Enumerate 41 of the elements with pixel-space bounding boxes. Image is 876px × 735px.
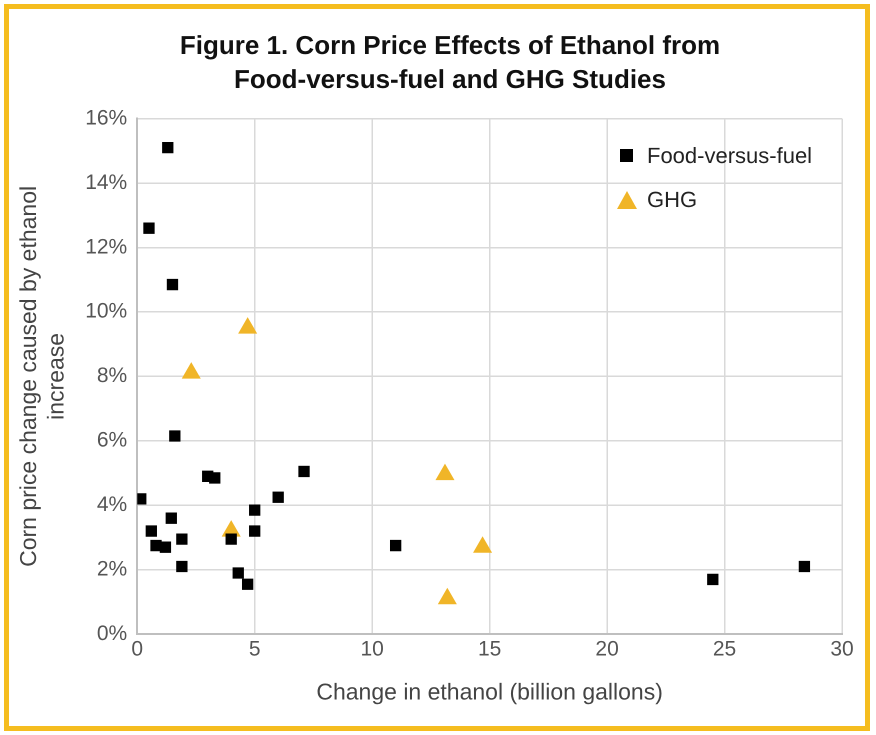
point: [390, 540, 402, 552]
point: [298, 466, 310, 478]
x-tick-label: 15: [478, 638, 502, 661]
point: [176, 560, 188, 572]
point: [146, 525, 157, 537]
point: [143, 222, 155, 234]
y-tick-label: 14%: [85, 170, 128, 194]
point: [232, 567, 244, 579]
x-tick-label: 30: [830, 638, 854, 661]
point: [176, 533, 188, 545]
point: [272, 492, 284, 503]
point: [249, 504, 260, 516]
chart-title: Figure 1. Corn Price Effects of Ethanol from Food-versus-fuel and GHG Studies: [178, 29, 722, 96]
x-tick-label: 25: [712, 638, 736, 661]
point: [169, 430, 180, 442]
point: [249, 525, 260, 537]
y-tick-label: 2%: [96, 558, 128, 581]
point: [166, 278, 178, 290]
point: [226, 533, 237, 545]
y-tick-label: 8%: [96, 364, 128, 388]
x-tick-label: 10: [360, 638, 384, 661]
point: [209, 472, 220, 484]
y-tick-label: 4%: [96, 493, 128, 516]
x-tick-label: 0: [131, 638, 144, 661]
legend-label: GHG: [647, 186, 698, 213]
y-axis-title: Corn price change caused by ethanol increase: [15, 186, 69, 567]
y-tick-label: 16%: [85, 106, 128, 130]
legend-label: Food-versus-fuel: [647, 142, 812, 169]
x-tick-label: 5: [248, 638, 261, 661]
point: [798, 560, 810, 572]
point: [162, 142, 174, 154]
point: [242, 578, 254, 590]
y-tick-label: 0%: [96, 622, 128, 645]
point: [707, 574, 718, 586]
point: [160, 542, 172, 553]
y-tick-label: 10%: [85, 300, 128, 323]
x-tick-label: 20: [595, 638, 619, 661]
point: [166, 512, 177, 524]
y-tick-label: 12%: [85, 235, 128, 258]
x-axis-title: Change in ethanol (billion gallons): [316, 678, 663, 705]
y-tick-label: 6%: [96, 428, 128, 452]
